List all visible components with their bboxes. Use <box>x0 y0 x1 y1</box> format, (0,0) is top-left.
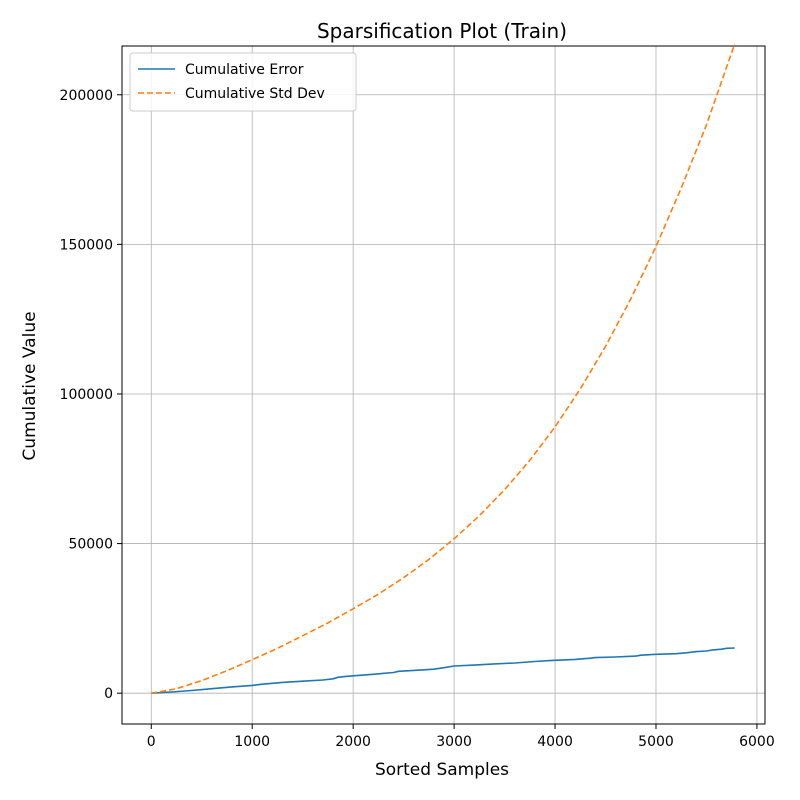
x-tick-label: 1000 <box>234 734 270 750</box>
x-tick-label: 5000 <box>638 734 674 750</box>
chart-title: Sparsification Plot (Train) <box>317 19 567 43</box>
x-axis-label: Sorted Samples <box>375 760 509 780</box>
y-tick-label: 150000 <box>60 237 113 253</box>
y-tick-label: 50000 <box>68 537 113 553</box>
x-tick-label: 2000 <box>335 734 371 750</box>
legend: Cumulative Error Cumulative Std Dev <box>129 52 357 112</box>
series-line-cumulative-std-dev <box>151 43 736 694</box>
y-tick-label: 200000 <box>60 88 113 104</box>
x-tick-label: 3000 <box>436 734 472 750</box>
y-tick-label: 100000 <box>60 387 113 403</box>
y-axis-label: Cumulative Value <box>20 311 40 460</box>
legend-box <box>129 52 357 112</box>
legend-label: Cumulative Error <box>185 62 304 78</box>
series-layer <box>151 43 736 694</box>
legend-label: Cumulative Std Dev <box>185 86 325 102</box>
x-tick-label: 4000 <box>537 734 573 750</box>
series-line-cumulative-error <box>151 647 735 694</box>
plot-frame <box>121 45 766 725</box>
x-tick-label: 6000 <box>739 734 775 750</box>
x-tick-label: 0 <box>147 734 156 750</box>
y-tick-label: 0 <box>104 686 113 702</box>
ticks: 0 1000 2000 3000 4000 5000 6000 0 50000 100000 150… <box>60 88 775 750</box>
